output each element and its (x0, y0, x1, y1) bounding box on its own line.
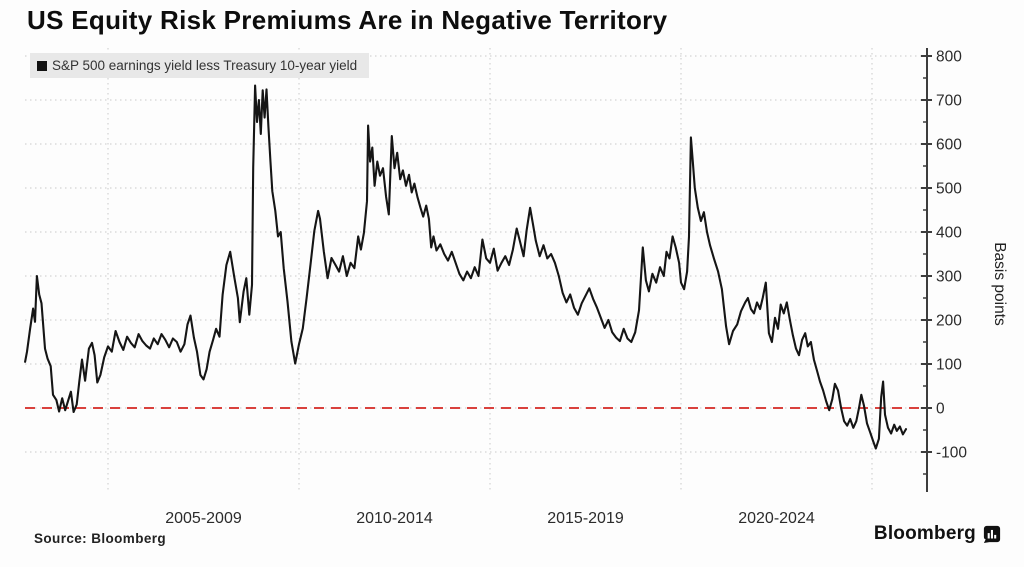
svg-text:200: 200 (936, 313, 962, 330)
svg-text:2010-2014: 2010-2014 (356, 510, 433, 527)
y-axis-title: Basis points (991, 242, 1008, 326)
legend-swatch-icon (37, 60, 47, 71)
svg-text:700: 700 (936, 93, 962, 110)
x-tick-labels: 2005-2009 2010-2014 2015-2019 2020-2024 (165, 510, 815, 527)
svg-text:2015-2019: 2015-2019 (547, 510, 624, 527)
svg-text:2005-2009: 2005-2009 (165, 510, 242, 527)
svg-text:400: 400 (936, 225, 962, 242)
svg-text:500: 500 (936, 181, 962, 198)
source-label: Source: Bloomberg (34, 531, 167, 546)
series-line (24, 84, 908, 450)
y-gridlines (25, 55, 927, 453)
svg-text:-100: -100 (936, 445, 967, 462)
y-axis (921, 48, 932, 492)
svg-text:100: 100 (936, 357, 962, 374)
svg-text:800: 800 (936, 49, 962, 66)
svg-text:600: 600 (936, 137, 962, 154)
x-gridlines (107, 48, 873, 492)
legend: S&P 500 earnings yield less Treasury 10-… (30, 53, 370, 78)
page-title: US Equity Risk Premiums Are in Negative … (27, 5, 668, 35)
svg-text:300: 300 (936, 269, 962, 286)
y-tick-labels: 800 700 600 500 400 300 200 100 0 -100 (936, 49, 967, 462)
legend-label: S&P 500 earnings yield less Treasury 10-… (52, 58, 358, 73)
bloomberg-logo: Bloomberg (874, 523, 1001, 545)
svg-text:0: 0 (936, 401, 945, 418)
bloomberg-terminal-icon (983, 525, 1001, 543)
svg-text:2020-2024: 2020-2024 (738, 510, 815, 527)
bloomberg-logo-text: Bloomberg (873, 523, 976, 544)
